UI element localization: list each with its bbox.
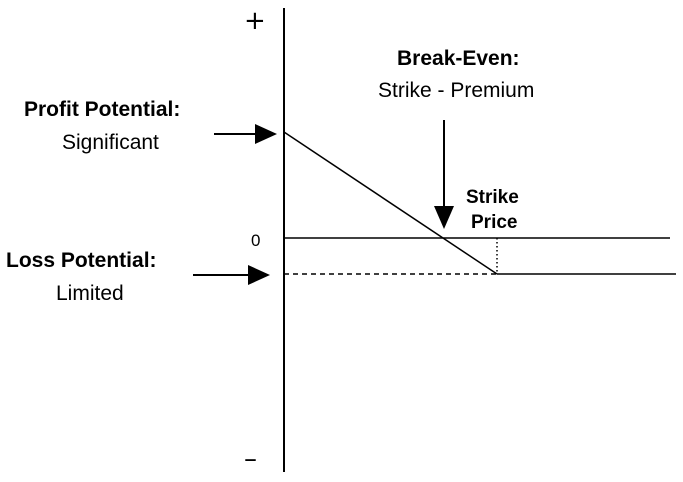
loss-title: Loss Potential:	[6, 249, 157, 272]
loss-arrow-head	[248, 265, 270, 285]
profit-arrow-head	[255, 124, 277, 144]
loss-value: Limited	[56, 282, 124, 305]
zero-label: 0	[251, 231, 261, 250]
profit-value: Significant	[62, 131, 159, 154]
strike-label-line1: Strike	[466, 187, 519, 208]
break-even-arrow-head	[434, 206, 454, 229]
profit-title: Profit Potential:	[24, 98, 181, 121]
break-even-formula: Strike - Premium	[378, 79, 535, 102]
strike-label-line2: Price	[471, 212, 518, 233]
plus-sign-label: +	[244, 6, 266, 36]
break-even-title: Break-Even:	[397, 47, 520, 70]
payoff-line	[283, 131, 498, 275]
minus-sign-label: –	[244, 444, 257, 474]
